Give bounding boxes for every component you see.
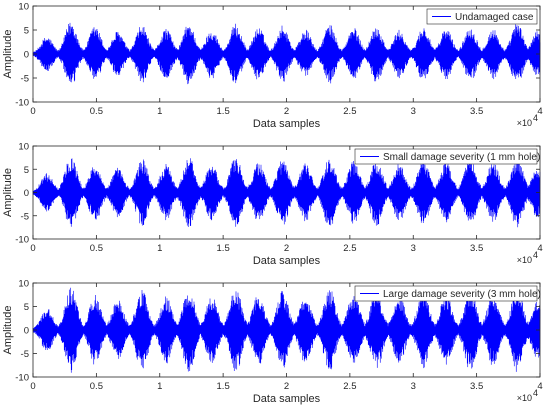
legend-box	[426, 8, 538, 25]
x-tick-label: 3.5	[470, 106, 483, 117]
y-tick-label: 10	[18, 2, 29, 13]
chart-panel-1: 0 0.5 1 1.5 2 2.5 3 3.5 4 -10 -5 0 5 10 Data samples Am…	[2, 2, 543, 131]
chart-panel-3: 0 0.5 1 1.5 2 2.5 3 3.5 4 -10 -5 0 5 10 Data samples Am…	[2, 279, 543, 406]
series-line	[32, 157, 541, 228]
series-line	[32, 22, 541, 85]
legend: Small damage severity (1 mm hole)	[354, 148, 540, 165]
legend-box	[354, 148, 538, 165]
x-axis-label: Data samples	[253, 118, 321, 130]
x-tick-label: 2.5	[343, 243, 356, 254]
x-tick-label: 3	[411, 381, 416, 392]
x-tick-label: 0	[30, 243, 35, 254]
y-axis-label: Amplitude	[2, 306, 14, 355]
x-tick-label: 2.5	[343, 106, 356, 117]
y-tick-label: 5	[24, 165, 29, 176]
x-tick-label: 1	[157, 381, 162, 392]
y-tick-label: 5	[24, 26, 29, 37]
y-axis-label: Amplitude	[2, 30, 14, 79]
x-tick-label: 2.5	[343, 381, 356, 392]
legend-box	[354, 285, 538, 302]
x-tick-label: 3.5	[470, 381, 483, 392]
x-multiplier: ×10	[517, 393, 532, 403]
x-tick-label: 3	[411, 243, 416, 254]
legend-label: Small damage severity (1 mm hole)	[383, 152, 540, 163]
x-multiplier: ×10	[517, 118, 532, 128]
y-tick-label: 0	[24, 50, 29, 61]
x-tick-label: 4	[537, 381, 542, 392]
y-tick-label: 0	[24, 188, 29, 199]
x-multiplier-exponent: 4	[533, 250, 538, 260]
x-tick-label: 3.5	[470, 243, 483, 254]
y-tick-label: 10	[18, 142, 29, 153]
x-tick-label: 0.5	[90, 381, 103, 392]
x-tick-label: 2	[284, 243, 289, 254]
x-multiplier-exponent: 4	[533, 388, 538, 398]
x-axis-label: Data samples	[253, 255, 321, 267]
x-axis-label: Data samples	[253, 393, 321, 405]
y-tick-label: 5	[24, 302, 29, 313]
y-tick-label: -5	[21, 349, 29, 360]
y-tick-label: -10	[15, 98, 29, 109]
x-tick-label: 1	[157, 243, 162, 254]
y-tick-label: -5	[21, 74, 29, 85]
y-tick-label: -10	[15, 235, 29, 246]
x-multiplier-exponent: 4	[533, 113, 538, 123]
x-tick-label: 4	[537, 106, 542, 117]
y-tick-label: -5	[21, 211, 29, 222]
y-tick-label: 0	[24, 326, 29, 337]
x-multiplier: ×10	[517, 255, 532, 265]
x-tick-label: 1	[157, 106, 162, 117]
legend-label: Large damage severity (3 mm hole)	[383, 289, 541, 300]
x-tick-label: 0	[30, 381, 35, 392]
x-tick-label: 0.5	[90, 243, 103, 254]
y-tick-label: 10	[18, 279, 29, 290]
x-tick-label: 2	[284, 381, 289, 392]
x-tick-label: 0	[30, 106, 35, 117]
x-tick-label: 1.5	[217, 106, 230, 117]
legend-label: Undamaged case	[455, 12, 534, 23]
x-tick-label: 2	[284, 106, 289, 117]
x-tick-label: 4	[537, 243, 542, 254]
chart-panel-2: 0 0.5 1 1.5 2 2.5 3 3.5 4 -10 -5 0 5 10 Data samples Am…	[2, 142, 543, 268]
legend: Undamaged case	[426, 8, 538, 25]
x-tick-label: 0.5	[90, 106, 103, 117]
legend: Large damage severity (3 mm hole)	[354, 285, 541, 302]
series-line	[32, 287, 541, 373]
y-tick-label: -10	[15, 373, 29, 384]
x-tick-label: 3	[411, 106, 416, 117]
x-tick-label: 1.5	[217, 243, 230, 254]
y-axis-label: Amplitude	[2, 168, 14, 217]
x-tick-label: 1.5	[217, 381, 230, 392]
